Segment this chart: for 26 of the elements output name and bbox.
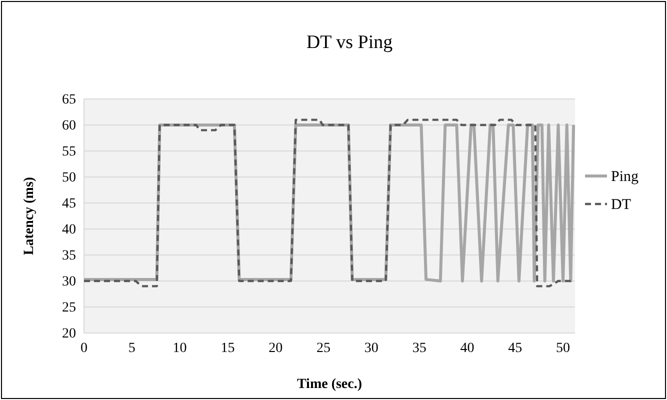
y-tick-label: 40 [62,222,76,238]
y-tick-label: 25 [62,300,76,316]
x-tick-label: 50 [556,340,570,356]
y-tick-label: 45 [62,196,76,212]
x-tick-label: 5 [128,340,136,356]
legend-label: DT [611,197,631,213]
x-tick-label: 30 [364,340,378,356]
x-tick-label: 10 [172,340,187,356]
y-tick-label: 20 [62,326,76,342]
legend-label: Ping [611,169,640,185]
x-axis-title: Time (sec.) [296,377,362,392]
x-tick-label: 45 [508,340,522,356]
x-tick-label: 15 [220,340,235,356]
x-tick-label: 25 [316,340,331,356]
y-tick-label: 50 [62,170,76,186]
y-tick-label: 35 [62,248,76,264]
chart-title: DT vs Ping [306,32,394,53]
y-tick-label: 30 [62,274,76,290]
x-tick-label: 0 [80,340,88,356]
y-tick-label: 65 [62,92,76,108]
x-tick-label: 35 [412,340,426,356]
x-tick-label: 20 [268,340,283,356]
y-tick-label: 55 [62,144,76,160]
y-tick-label: 60 [62,118,76,134]
x-tick-label: 40 [460,340,474,356]
y-axis-title: Latency (ms) [22,176,37,256]
